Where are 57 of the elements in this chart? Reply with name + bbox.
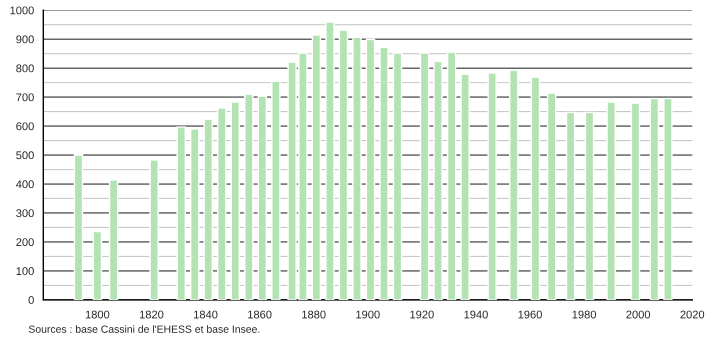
y-tick-label: 1000 [10, 6, 34, 14]
bar [217, 107, 227, 300]
bar [271, 80, 281, 300]
x-tick-label: 1920 [410, 310, 434, 318]
x-tick-label: 1860 [248, 310, 272, 318]
bar [92, 230, 102, 300]
bar [433, 60, 443, 300]
x-tick-label: 1940 [464, 310, 488, 318]
source-note: Sources : base Cassini de l'EHESS et base Insee. [28, 325, 260, 333]
y-tick-label: 400 [16, 180, 34, 188]
y-tick-label: 700 [16, 93, 34, 102]
bar [509, 69, 519, 300]
y-tick-label: 0 [28, 296, 34, 304]
bar [420, 52, 430, 300]
bar [244, 94, 254, 300]
bar [338, 29, 348, 300]
y-tick-label: 900 [16, 35, 34, 44]
bar [663, 98, 673, 300]
x-tick-label: 1840 [194, 310, 218, 318]
bar [566, 112, 576, 300]
x-tick-label: 1820 [140, 310, 164, 318]
y-tick-label: 300 [16, 209, 34, 218]
y-tick-label: 200 [16, 238, 34, 246]
bar [149, 159, 159, 300]
bar [446, 52, 456, 300]
y-tick-label: 800 [16, 64, 34, 72]
x-tick-label: 1900 [356, 310, 380, 318]
bar [584, 112, 594, 300]
bar [487, 72, 497, 300]
bar [366, 38, 376, 300]
x-tick-label: 1980 [572, 310, 596, 318]
bar [190, 128, 200, 300]
bar [530, 76, 540, 300]
x-tick-label: 2000 [626, 310, 650, 318]
bar [650, 98, 660, 300]
bar [460, 74, 470, 300]
y-tick-label: 100 [16, 267, 34, 276]
bar [606, 101, 616, 300]
bar [325, 21, 335, 300]
bar [546, 92, 556, 300]
x-tick-label: 1880 [302, 310, 326, 318]
bar [630, 102, 640, 300]
x-tick-label: 2020 [680, 310, 704, 318]
y-tick-label: 500 [16, 151, 34, 160]
bar [392, 52, 402, 300]
bar [204, 118, 213, 300]
bar [74, 154, 84, 300]
bar [230, 101, 240, 300]
bar [108, 179, 118, 300]
bar [312, 34, 322, 300]
bar [176, 126, 186, 300]
x-tick-label: 1800 [86, 310, 110, 318]
bar [352, 36, 362, 300]
y-tick-label: 600 [16, 122, 34, 130]
bar [379, 46, 389, 300]
bar [258, 96, 268, 300]
x-tick-label: 1960 [518, 310, 542, 318]
